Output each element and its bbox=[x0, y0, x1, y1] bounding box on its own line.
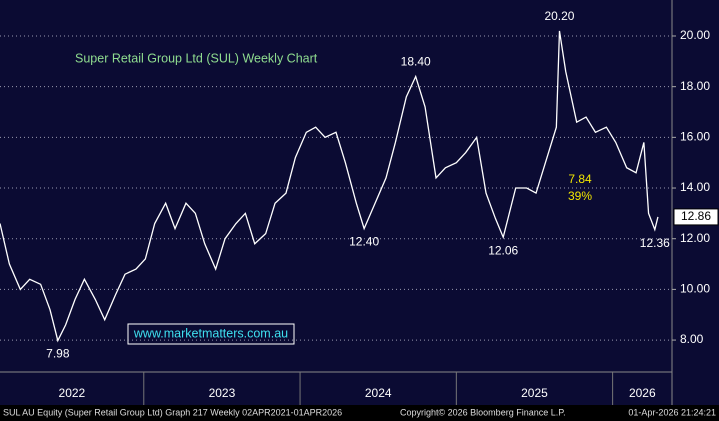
y-tick-label: 20.00 bbox=[680, 28, 710, 42]
y-tick-label: 14.00 bbox=[680, 180, 710, 194]
background bbox=[0, 0, 719, 405]
price-line bbox=[0, 30, 659, 343]
value-label: 12.40 bbox=[349, 235, 379, 249]
annotation: 7.84 bbox=[568, 172, 592, 186]
x-tick-label: 2023 bbox=[209, 386, 236, 400]
last-price: 12.86 bbox=[681, 209, 711, 223]
footer-right: 01-Apr-2026 21:24:21 bbox=[628, 407, 716, 417]
footer-bar bbox=[0, 405, 719, 421]
footer-left: SUL AU Equity (Super Retail Group Ltd) G… bbox=[3, 407, 342, 417]
x-tick-label: 2025 bbox=[521, 386, 548, 400]
value-label: 18.40 bbox=[401, 55, 431, 69]
watermark-box bbox=[127, 323, 295, 345]
chart-title: Super Retail Group Ltd (SUL) Weekly Char… bbox=[75, 51, 318, 65]
footer-center: Copyright© 2026 Bloomberg Finance L.P. bbox=[400, 407, 566, 417]
value-label: 20.20 bbox=[544, 9, 574, 23]
x-tick-label: 2024 bbox=[365, 386, 392, 400]
last-price-box bbox=[673, 208, 719, 226]
value-label: 12.06 bbox=[488, 243, 518, 257]
watermark: www.marketmatters.com.au bbox=[133, 326, 288, 340]
y-tick-label: 12.00 bbox=[680, 231, 710, 245]
y-tick-label: 16.00 bbox=[680, 130, 710, 144]
value-label: 12.36 bbox=[640, 236, 670, 250]
annotation: 39% bbox=[568, 189, 592, 203]
x-tick-label: 2022 bbox=[59, 386, 86, 400]
value-label: 7.98 bbox=[46, 347, 70, 361]
y-tick-label: 18.00 bbox=[680, 79, 710, 93]
x-tick-label: 2026 bbox=[629, 386, 656, 400]
y-tick-label: 10.00 bbox=[680, 282, 710, 296]
y-tick-label: 8.00 bbox=[680, 332, 704, 346]
